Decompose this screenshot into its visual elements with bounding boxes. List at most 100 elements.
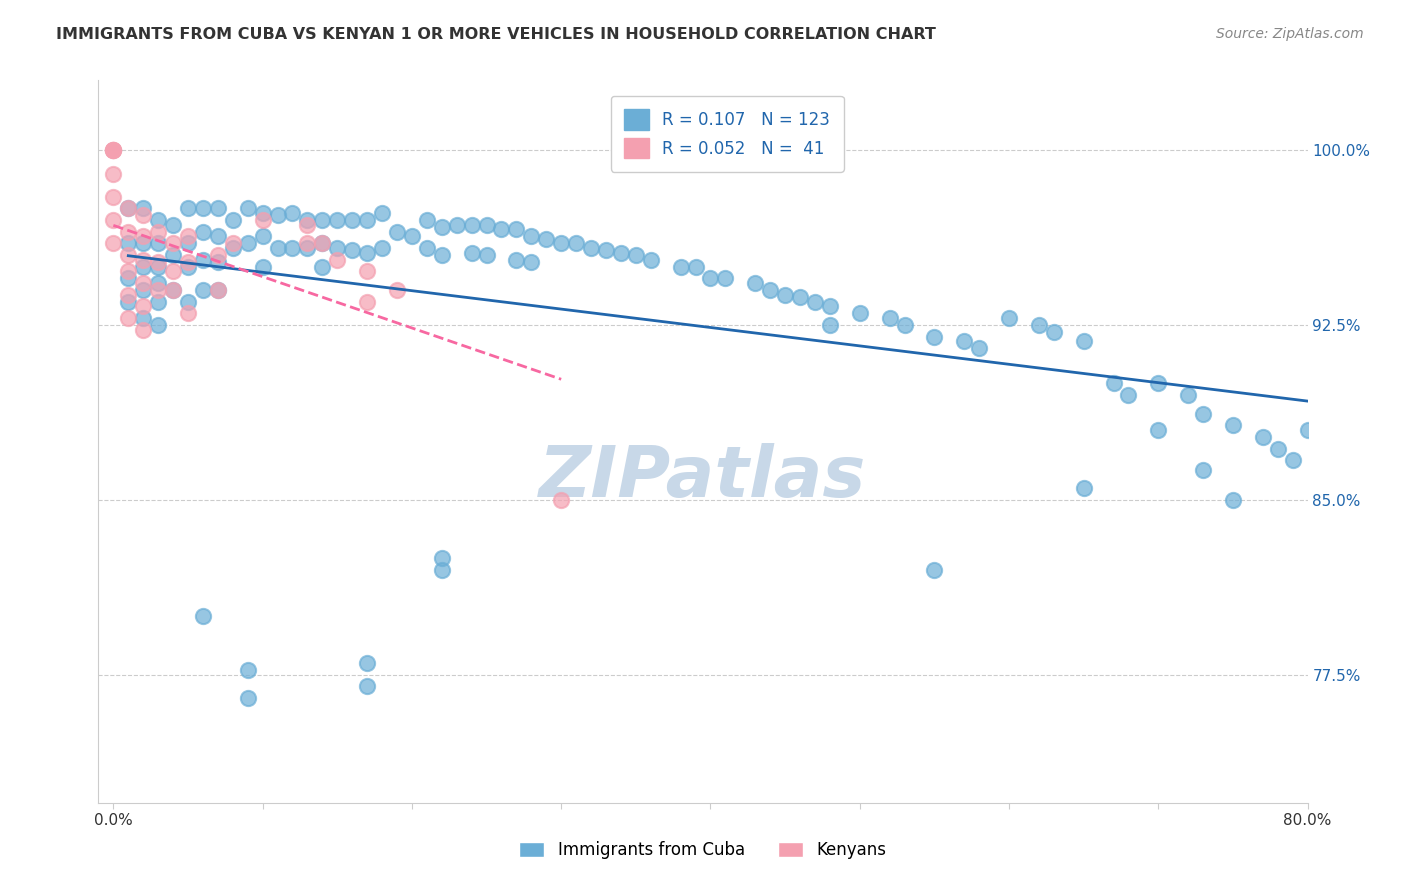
Point	[103, 143, 125, 157]
Point	[177, 294, 200, 309]
Point	[520, 229, 543, 244]
Point	[132, 229, 155, 244]
Point	[1073, 481, 1095, 495]
Point	[103, 236, 125, 251]
Point	[416, 213, 439, 227]
Point	[385, 225, 408, 239]
Point	[132, 260, 155, 274]
Point	[281, 206, 304, 220]
Point	[146, 255, 169, 269]
Point	[132, 236, 155, 251]
Point	[789, 290, 811, 304]
Point	[177, 229, 200, 244]
Point	[1296, 423, 1319, 437]
Point	[311, 260, 333, 274]
Point	[222, 241, 245, 255]
Point	[146, 225, 169, 239]
Point	[1118, 388, 1140, 402]
Point	[356, 679, 378, 693]
Point	[103, 167, 125, 181]
Point	[385, 283, 408, 297]
Point	[191, 283, 214, 297]
Point	[998, 311, 1021, 326]
Point	[297, 218, 319, 232]
Point	[1147, 376, 1170, 391]
Point	[475, 248, 498, 262]
Point	[685, 260, 707, 274]
Point	[132, 299, 155, 313]
Point	[162, 236, 184, 251]
Point	[162, 248, 184, 262]
Point	[953, 334, 976, 349]
Text: Source: ZipAtlas.com: Source: ZipAtlas.com	[1216, 27, 1364, 41]
Point	[536, 232, 558, 246]
Point	[475, 218, 498, 232]
Point	[146, 283, 169, 297]
Point	[117, 225, 139, 239]
Point	[818, 318, 841, 332]
Point	[640, 252, 662, 267]
Point	[297, 241, 319, 255]
Point	[1222, 418, 1244, 433]
Point	[103, 190, 125, 204]
Point	[1028, 318, 1050, 332]
Legend: R = 0.107   N = 123, R = 0.052   N =  41: R = 0.107 N = 123, R = 0.052 N = 41	[610, 95, 844, 171]
Point	[281, 241, 304, 255]
Point	[430, 248, 453, 262]
Point	[773, 287, 796, 301]
Point	[117, 287, 139, 301]
Legend: Immigrants from Cuba, Kenyans: Immigrants from Cuba, Kenyans	[513, 835, 893, 866]
Point	[207, 248, 229, 262]
Point	[624, 248, 647, 262]
Point	[967, 341, 990, 355]
Point	[191, 609, 214, 624]
Point	[1177, 388, 1199, 402]
Point	[236, 690, 259, 705]
Point	[311, 213, 333, 227]
Point	[146, 294, 169, 309]
Point	[311, 236, 333, 251]
Point	[146, 318, 169, 332]
Point	[669, 260, 692, 274]
Point	[117, 236, 139, 251]
Text: ZIPatlas: ZIPatlas	[540, 443, 866, 512]
Point	[326, 252, 349, 267]
Point	[162, 218, 184, 232]
Point	[252, 229, 274, 244]
Point	[818, 299, 841, 313]
Point	[924, 329, 946, 343]
Point	[191, 202, 214, 216]
Point	[460, 218, 482, 232]
Point	[356, 213, 378, 227]
Point	[848, 306, 870, 320]
Point	[236, 663, 259, 677]
Point	[177, 202, 200, 216]
Point	[252, 213, 274, 227]
Point	[460, 245, 482, 260]
Point	[117, 294, 139, 309]
Point	[356, 294, 378, 309]
Point	[759, 283, 782, 297]
Point	[132, 323, 155, 337]
Point	[177, 255, 200, 269]
Point	[356, 656, 378, 670]
Point	[326, 213, 349, 227]
Point	[207, 202, 229, 216]
Point	[236, 236, 259, 251]
Point	[297, 236, 319, 251]
Point	[132, 252, 155, 267]
Point	[550, 492, 572, 507]
Point	[1073, 334, 1095, 349]
Point	[191, 252, 214, 267]
Point	[177, 306, 200, 320]
Point	[356, 245, 378, 260]
Point	[340, 244, 363, 258]
Point	[117, 248, 139, 262]
Point	[356, 264, 378, 278]
Point	[1222, 492, 1244, 507]
Point	[371, 241, 394, 255]
Point	[699, 271, 721, 285]
Point	[132, 276, 155, 290]
Point	[132, 209, 155, 223]
Point	[1281, 453, 1303, 467]
